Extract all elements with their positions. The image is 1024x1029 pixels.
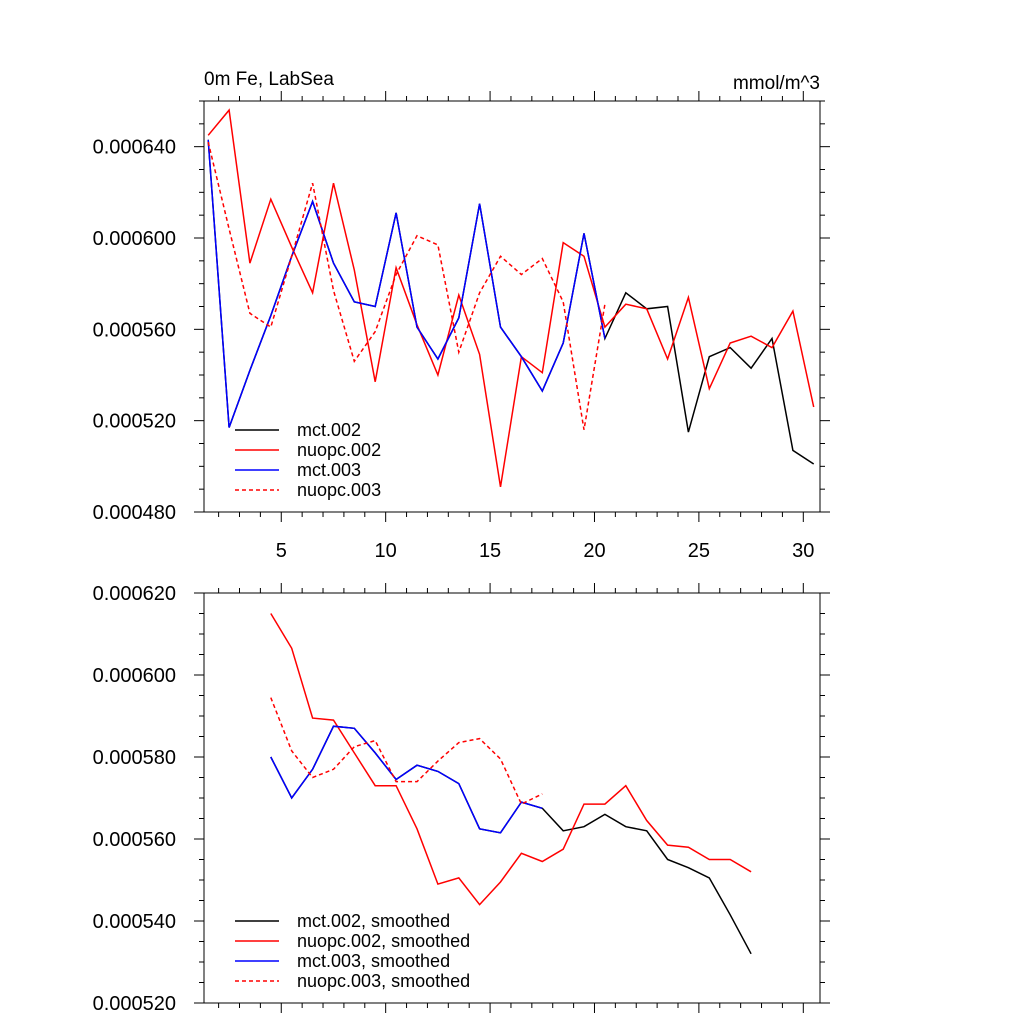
x-tick-label: 10 <box>375 540 397 562</box>
x-tick-label: 15 <box>479 540 501 562</box>
y-tick-label: 0.000480 <box>93 502 176 524</box>
legend-label-0: mct.002, smoothed <box>297 911 450 931</box>
y-tick-label: 0.000580 <box>93 747 176 769</box>
x-tick-label: 25 <box>688 540 710 562</box>
series-line-2 <box>270 725 543 834</box>
x-tick-label: 20 <box>583 540 605 562</box>
series-line-0 <box>207 139 815 465</box>
y-tick-label: 0.000540 <box>93 911 176 933</box>
series-line-1 <box>270 613 752 906</box>
top-chart-units-label: mmol/m^3 <box>733 73 820 94</box>
top-series-lines <box>207 108 815 488</box>
legend-label-3: nuopc.003, smoothed <box>297 971 470 991</box>
legend-label-0: mct.002 <box>297 420 361 440</box>
top-chart-title: 0m Fe, LabSea <box>204 69 334 90</box>
series-line-3 <box>270 697 543 806</box>
legend-label-1: nuopc.002, smoothed <box>297 931 470 951</box>
bottom-ticks: 0.000520 0.000540 0.000560 0.000580 0.000600… <box>93 583 830 1015</box>
top-panel: 0m Fe, LabSea mmol/m^3 5 10 15 20 25 30 0.0004… <box>93 69 830 562</box>
y-tick-label: 0.000600 <box>93 665 176 687</box>
x-tick-label: 5 <box>276 540 287 562</box>
top-ticks: 5 10 15 20 25 30 0.000480 0.000520 0.000560 0.000… <box>93 91 830 562</box>
legend-label-2: mct.003 <box>297 460 361 480</box>
y-tick-label: 0.000640 <box>93 137 176 159</box>
legend-label-2: mct.003, smoothed <box>297 951 450 971</box>
bottom-panel: 0.000520 0.000540 0.000560 0.000580 0.000600… <box>93 583 830 1015</box>
y-tick-label: 0.000560 <box>93 319 176 341</box>
x-tick-label: 30 <box>792 540 814 562</box>
legend-label-3: nuopc.003 <box>297 480 381 500</box>
y-tick-label: 0.000620 <box>93 583 176 605</box>
y-tick-label: 0.000560 <box>93 829 176 851</box>
legend-label-1: nuopc.002 <box>297 440 381 460</box>
bottom-series-lines <box>270 613 752 955</box>
y-tick-label: 0.000520 <box>93 411 176 433</box>
y-tick-label: 0.000600 <box>93 228 176 250</box>
series-line-1 <box>207 108 815 488</box>
y-tick-label: 0.000520 <box>93 993 176 1015</box>
series-line-3 <box>207 141 606 430</box>
series-line-2 <box>207 139 606 428</box>
